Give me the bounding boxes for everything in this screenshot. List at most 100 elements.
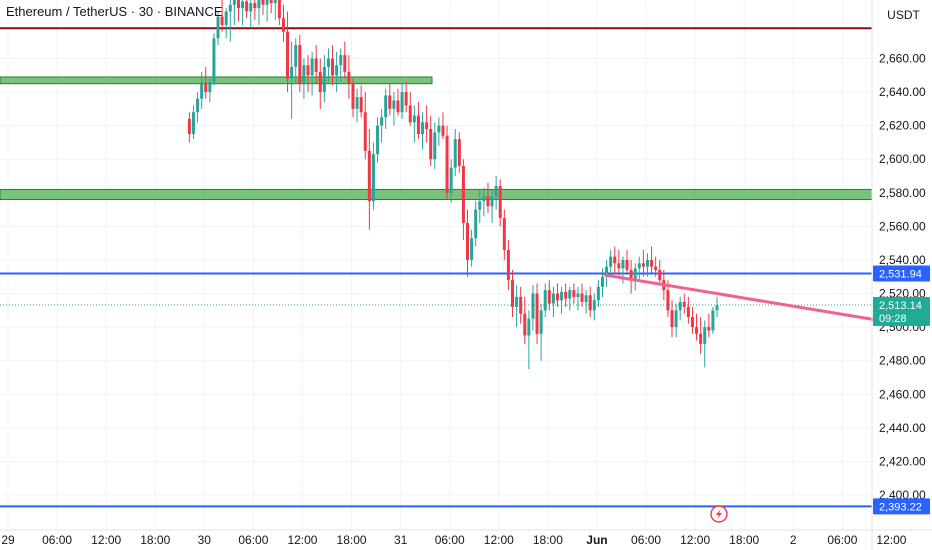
candle-body (551, 293, 555, 304)
candle-body (220, 16, 224, 25)
candle-body (322, 66, 326, 93)
price-tick-label: 2,620.00 (879, 119, 926, 133)
candle-body (539, 310, 543, 334)
candle-body (666, 290, 670, 311)
candle-body (470, 238, 474, 260)
candle-body (335, 65, 339, 76)
candle-body (690, 317, 694, 328)
candle-body (359, 97, 363, 113)
time-tick-label: 12:00 (680, 533, 710, 547)
candle-body (298, 45, 302, 84)
currency-button[interactable]: USDT (875, 0, 932, 30)
candle-body (314, 58, 318, 72)
time-tick-label: 18:00 (533, 533, 563, 547)
candle-body (363, 112, 367, 151)
support-zone (0, 76, 433, 85)
price-tick-label: 2,580.00 (879, 186, 926, 200)
time-tick-label: 18:00 (729, 533, 759, 547)
candle-body (535, 293, 539, 334)
time-axis[interactable]: 29 06:00 12:00 18:00 30 06:00 12:00 18:00 31 06:0… (1, 533, 906, 547)
candle-body (547, 290, 551, 304)
lightning-icon[interactable] (710, 505, 728, 523)
candle-body (457, 139, 461, 166)
candle-body (555, 293, 559, 301)
candle-body (609, 256, 613, 267)
candle-body (429, 129, 433, 160)
candle-body (445, 135, 449, 193)
time-tick-label: Jun (586, 533, 607, 547)
price-tag-lower-level-label: 2,393.22 (879, 501, 922, 513)
candle-body (236, 0, 240, 9)
candle-body (490, 196, 494, 207)
candle-body (196, 98, 200, 113)
candle-body (686, 306, 690, 318)
candle-body (392, 100, 396, 109)
candle-body (343, 55, 347, 72)
candle-body (527, 318, 531, 336)
candle-body (388, 95, 392, 109)
candle-body (253, 3, 257, 9)
candle-body (191, 112, 195, 135)
price-tick-label: 2,440.00 (879, 421, 926, 435)
candle-body (502, 217, 506, 250)
candle-body (249, 3, 253, 12)
candle-body (600, 276, 604, 287)
candle-body (351, 83, 355, 109)
candle-body (347, 71, 351, 84)
time-tick-label: 18:00 (140, 533, 170, 547)
candle-body (232, 0, 236, 5)
price-tick-label: 2,640.00 (879, 85, 926, 99)
price-tag-last-label: 2,513.14 (879, 300, 922, 312)
candle-body (449, 167, 453, 193)
price-tag-upper-level (873, 265, 930, 282)
candle-body (592, 300, 596, 311)
candle-body (302, 65, 306, 84)
candle-body (425, 122, 429, 130)
candle-body (265, 0, 269, 5)
candle-body (596, 286, 600, 301)
candle-body (564, 291, 568, 299)
price-tick-label: 2,660.00 (879, 52, 926, 66)
time-tick-label: 12:00 (876, 533, 906, 547)
candle-body (281, 18, 285, 32)
candle-body (404, 92, 408, 106)
trendline-layer (603, 273, 902, 326)
candle-body (613, 256, 617, 264)
candle-body (187, 118, 191, 135)
time-tick-label: 12:00 (484, 533, 514, 547)
candle-body (245, 1, 249, 12)
candle-body (441, 125, 445, 136)
time-tick-label: 30 (198, 533, 212, 547)
candle-body (699, 333, 703, 344)
price-tick-label: 2,420.00 (879, 454, 926, 468)
candle-body (204, 83, 208, 93)
candle-body (339, 55, 343, 66)
candle-body (437, 125, 441, 133)
candle-body (261, 0, 265, 5)
candle-body (637, 263, 641, 269)
candle-body (408, 105, 412, 123)
candle-body (645, 259, 649, 267)
candle-body (400, 92, 404, 113)
candle-body (658, 270, 662, 281)
time-tick-label: 12:00 (287, 533, 317, 547)
candle-body (433, 132, 437, 160)
candle-body (654, 266, 658, 271)
candle-body (376, 125, 380, 155)
candle-body (294, 45, 298, 67)
candle-body (277, 0, 281, 19)
candle-body (560, 291, 564, 301)
candle-body (568, 290, 572, 299)
candle-body (576, 293, 580, 297)
time-tick-label: 2 (790, 533, 797, 547)
candle-body (453, 139, 457, 168)
time-tick-label: 18:00 (337, 533, 367, 547)
candle-body (228, 4, 232, 12)
support-zone (0, 188, 873, 201)
candle-body (674, 310, 678, 328)
candle-body (629, 270, 633, 281)
candle-body (273, 0, 277, 4)
candle-body (384, 95, 388, 118)
candle-body (511, 280, 514, 307)
